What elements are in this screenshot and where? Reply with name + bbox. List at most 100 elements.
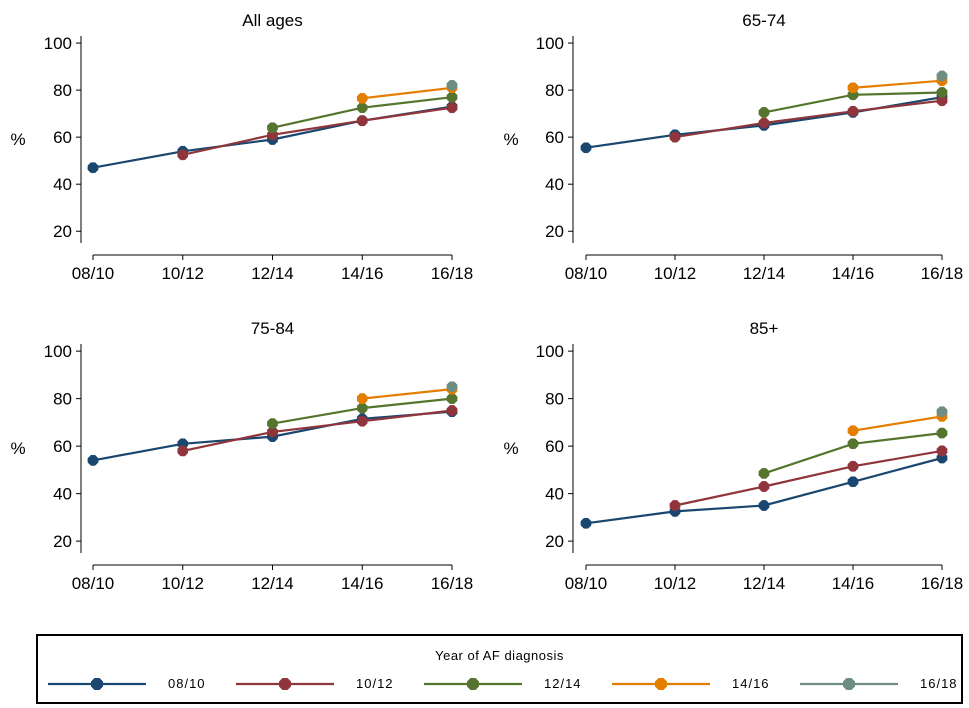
- y-tick-label: 20: [53, 532, 72, 551]
- legend-label: 12/14: [544, 676, 582, 691]
- panel-title: All ages: [242, 11, 302, 30]
- y-tick-label: 100: [536, 342, 564, 361]
- x-tick-label: 14/16: [341, 264, 384, 283]
- legend-marker: [612, 678, 710, 690]
- y-tick-label: 20: [545, 222, 564, 241]
- data-point: [446, 91, 458, 103]
- y-tick-label: 80: [545, 390, 564, 409]
- x-tick-label: 08/10: [72, 264, 115, 283]
- legend-label: 16/18: [920, 676, 958, 691]
- series-line-10-12: [182, 409, 453, 452]
- x-tick-label: 08/10: [565, 574, 608, 593]
- legend-item-10-12: 10/12: [236, 674, 416, 694]
- panel-2: 65-74% 20 40 60 80 100 08/10 10/12 12/14 14/16 16/…: [503, 11, 963, 283]
- data-point: [847, 438, 859, 450]
- x-tick-label: 10/12: [161, 574, 204, 593]
- data-point: [87, 162, 99, 174]
- x-tick-label: 08/10: [72, 574, 115, 593]
- y-tick-label: 60: [545, 437, 564, 456]
- panel-3: 75-84% 20 40 60 80 100 08/10 10/12 12/14 14/16 16/…: [10, 319, 473, 593]
- data-point: [356, 393, 368, 404]
- y-tick-label: 20: [545, 532, 564, 551]
- y-axis-label: %: [503, 130, 518, 149]
- y-axis-label: %: [10, 130, 25, 149]
- x-tick-label: 10/12: [654, 574, 697, 593]
- x-tick-label: 10/12: [654, 264, 697, 283]
- data-point: [267, 122, 278, 134]
- x-tick-label: 12/14: [743, 264, 786, 283]
- y-tick-label: 100: [44, 34, 72, 53]
- data-point: [936, 445, 948, 457]
- legend: Year of AF diagnosis 08/10 10/12 12/14 14/1…: [36, 634, 963, 704]
- y-tick-label: 40: [53, 175, 72, 194]
- x-tick-label: 14/16: [832, 574, 875, 593]
- data-point: [446, 393, 458, 404]
- legend-marker: [236, 678, 334, 690]
- data-point: [847, 476, 859, 488]
- data-point: [758, 117, 770, 129]
- y-tick-label: 80: [545, 81, 564, 100]
- panel-4: 85+% 20 40 60 80 100 08/10 10/12 12/14 14/16 16/18: [503, 319, 963, 593]
- data-point: [177, 149, 189, 161]
- data-point: [758, 107, 770, 118]
- data-point: [356, 415, 368, 427]
- legend-item-16-18: 16/18: [800, 674, 969, 694]
- legend-item-08-10: 08/10: [48, 674, 228, 694]
- x-tick-label: 16/18: [431, 574, 474, 593]
- series-line-14-16: [362, 86, 453, 100]
- data-point: [580, 517, 592, 529]
- x-tick-label: 16/18: [921, 574, 964, 593]
- data-point: [446, 102, 458, 114]
- data-point: [758, 500, 770, 511]
- series-line-14-16: [362, 388, 453, 400]
- data-point: [177, 445, 189, 457]
- data-point: [580, 142, 592, 154]
- y-tick-label: 80: [53, 390, 72, 409]
- data-point: [758, 468, 770, 479]
- data-point: [446, 80, 458, 91]
- x-tick-label: 12/14: [251, 574, 294, 593]
- data-point: [446, 405, 458, 416]
- series-line-10-12: [182, 106, 453, 156]
- data-point: [847, 82, 859, 94]
- panel-1: All ages% 20 40 60 80 100 08/10 10/12 12/14 14/16…: [10, 11, 473, 283]
- y-tick-label: 60: [53, 437, 72, 456]
- x-tick-label: 14/16: [832, 264, 875, 283]
- data-point: [669, 131, 681, 143]
- legend-marker: [48, 678, 146, 690]
- data-point: [446, 381, 458, 393]
- x-tick-label: 10/12: [161, 264, 204, 283]
- x-tick-label: 08/10: [565, 264, 608, 283]
- data-point: [847, 425, 859, 437]
- y-tick-label: 40: [545, 175, 564, 194]
- x-tick-label: 14/16: [341, 574, 384, 593]
- y-tick-label: 60: [545, 128, 564, 147]
- x-tick-label: 16/18: [921, 264, 964, 283]
- data-point: [87, 455, 99, 466]
- series-line-14-16: [852, 415, 943, 432]
- panel-title: 85+: [750, 319, 779, 338]
- y-tick-label: 80: [53, 81, 72, 100]
- legend-label: 14/16: [732, 676, 770, 691]
- y-axis-label: %: [503, 439, 518, 458]
- panel-title: 65-74: [742, 11, 785, 30]
- series-line-14-16: [852, 79, 943, 89]
- chart-area: All ages% 20 40 60 80 100 08/10 10/12 12/14 14/16…: [10, 11, 963, 593]
- panel-title: 75-84: [251, 319, 294, 338]
- x-tick-label: 12/14: [743, 574, 786, 593]
- y-tick-label: 40: [53, 485, 72, 504]
- series-line-10-12: [674, 99, 943, 139]
- data-point: [936, 406, 948, 418]
- data-point: [936, 427, 948, 439]
- data-point: [936, 70, 948, 82]
- legend-label: 08/10: [168, 676, 206, 691]
- data-point: [356, 115, 368, 127]
- legend-title: Year of AF diagnosis: [435, 648, 564, 663]
- data-point: [356, 93, 368, 104]
- series-line-10-12: [674, 449, 943, 507]
- legend-item-14-16: 14/16: [612, 674, 792, 694]
- data-point: [936, 87, 948, 98]
- y-tick-label: 20: [53, 222, 72, 241]
- data-point: [267, 426, 278, 438]
- x-tick-label: 12/14: [251, 264, 294, 283]
